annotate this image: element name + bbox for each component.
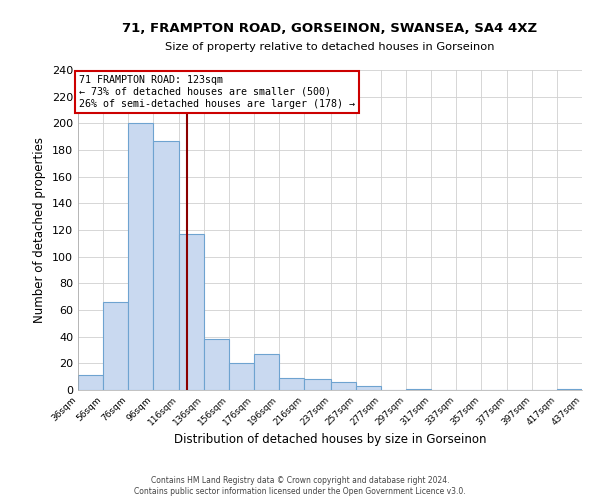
Bar [254, 354, 279, 390]
Bar [331, 382, 356, 390]
Bar [203, 340, 229, 390]
Bar [229, 364, 254, 390]
Bar [179, 234, 203, 390]
Bar [154, 140, 179, 390]
Text: 71, FRAMPTON ROAD, GORSEINON, SWANSEA, SA4 4XZ: 71, FRAMPTON ROAD, GORSEINON, SWANSEA, S… [122, 22, 538, 36]
Bar [279, 378, 304, 390]
Y-axis label: Number of detached properties: Number of detached properties [34, 137, 46, 323]
Bar [406, 388, 431, 390]
Bar [78, 376, 103, 390]
X-axis label: Distribution of detached houses by size in Gorseinon: Distribution of detached houses by size … [174, 432, 486, 446]
Text: Contains HM Land Registry data © Crown copyright and database right 2024.: Contains HM Land Registry data © Crown c… [151, 476, 449, 485]
Text: 71 FRAMPTON ROAD: 123sqm
← 73% of detached houses are smaller (500)
26% of semi-: 71 FRAMPTON ROAD: 123sqm ← 73% of detach… [79, 76, 355, 108]
Bar [557, 388, 582, 390]
Bar [128, 124, 154, 390]
Text: Size of property relative to detached houses in Gorseinon: Size of property relative to detached ho… [165, 42, 495, 52]
Bar [304, 380, 331, 390]
Text: Contains public sector information licensed under the Open Government Licence v3: Contains public sector information licen… [134, 488, 466, 496]
Bar [356, 386, 381, 390]
Bar [103, 302, 128, 390]
